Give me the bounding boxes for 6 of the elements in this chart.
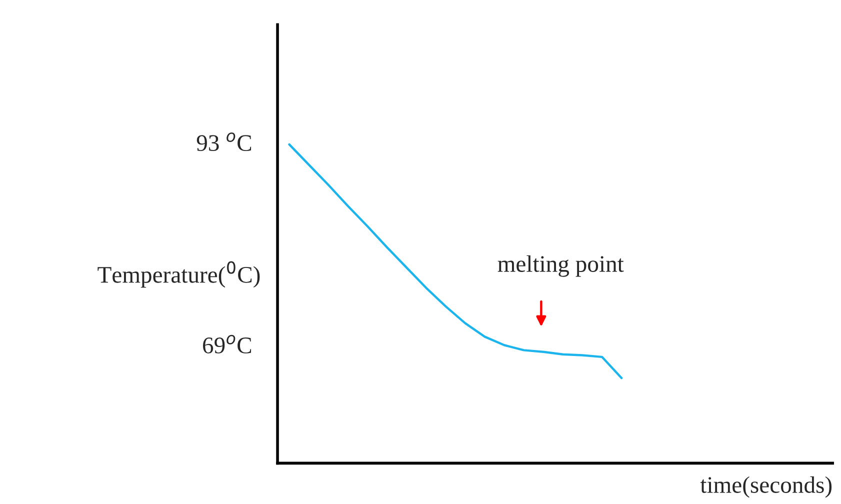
- x-axis-title: time(seconds): [700, 476, 832, 498]
- y-tick-label: 69$^{o}$C: [203, 334, 252, 354]
- line-series: [288, 143, 623, 380]
- annotation: melting point: [498, 255, 624, 277]
- y-axis-title: Temperature($^{0}$C): [98, 261, 260, 288]
- y-tick-label: 93 $^{o}$C: [196, 132, 252, 152]
